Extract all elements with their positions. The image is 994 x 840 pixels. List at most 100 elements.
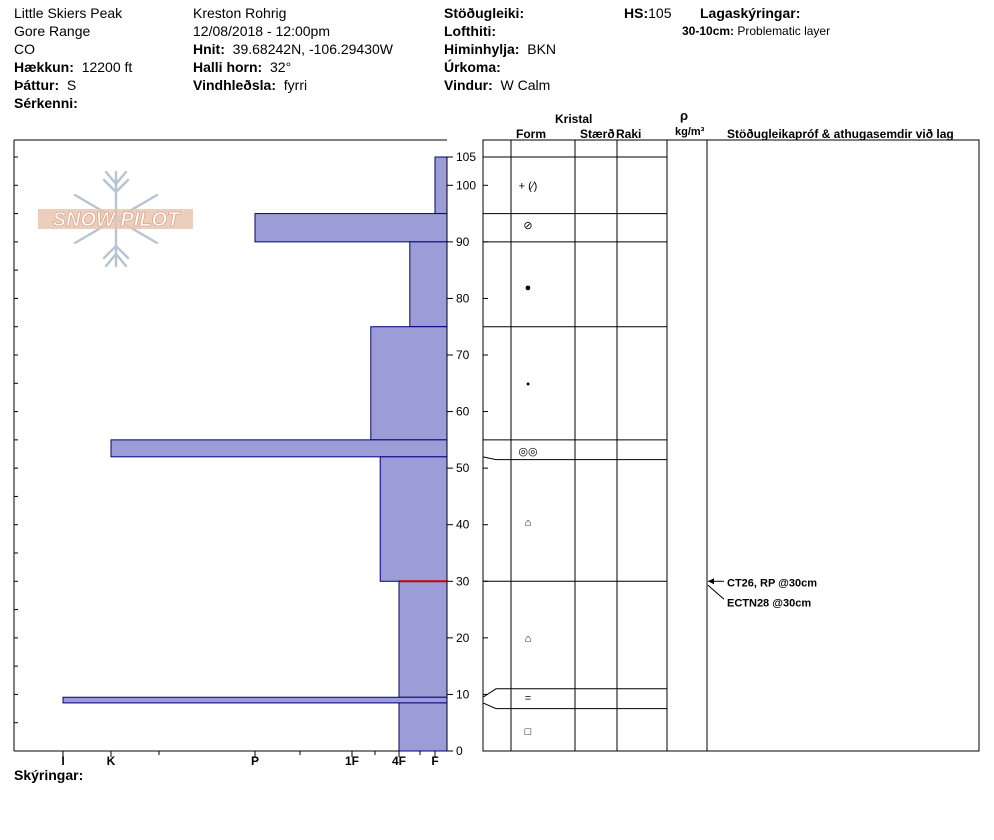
mountain-range: Gore Range	[14, 23, 91, 39]
crystal-form-symbol: ⌂	[525, 633, 532, 645]
hs-label: HS:	[624, 5, 649, 21]
crystal-forms: + (⁄) ⊘ ● • ◎◎ ⌂ ⌂ = □	[518, 180, 537, 738]
header-col1: Little Skiers Peak Gore Range CO Hækkun:…	[14, 4, 132, 112]
test-annotation: ECTN28 @30cm	[727, 597, 811, 609]
legend-text: Problematic layer	[737, 24, 831, 38]
footer-notes-label: Skýringar:	[14, 767, 84, 783]
table-frame	[482, 139, 980, 752]
depth-tick-label: 90	[456, 235, 470, 249]
elevation-label: Hækkun:	[14, 59, 74, 75]
col-header-rho: ρ	[680, 107, 688, 125]
wind-value: W Calm	[500, 77, 551, 93]
col-header-form: Form	[516, 125, 546, 143]
slope-row: Halli horn: 32°	[193, 58, 393, 76]
legend-entry: 30-10cm: Problematic layer	[682, 22, 830, 40]
legend-range: 30-10cm:	[682, 24, 735, 38]
crystal-form-symbol: ●	[525, 282, 532, 294]
hardness-bar-K	[110, 439, 448, 458]
depth-tick-label: 40	[456, 518, 470, 532]
hardness-bar-4F	[398, 702, 448, 752]
col-rho-text: ρ	[680, 108, 689, 123]
hardness-bar-4F	[398, 580, 448, 698]
hardness-bar-P	[254, 213, 448, 243]
crystal-form-symbol: •	[526, 378, 530, 390]
crystal-form-symbol: ⌂	[525, 517, 532, 529]
layer-connector	[482, 702, 511, 710]
col-header-kristal: Kristal	[555, 110, 592, 128]
col-raki-text: Raki	[616, 127, 642, 141]
hardness-bar-4F+	[409, 241, 448, 328]
col-header-staerd: Stærð	[580, 125, 616, 143]
col-form-text: Form	[516, 127, 546, 141]
elevation-value: 12200 ft	[81, 59, 133, 75]
state: CO	[14, 41, 35, 57]
stability-label: Stöðugleiki:	[444, 5, 525, 21]
footer-notes: Skýringar:	[14, 766, 83, 784]
layer-connector	[482, 456, 511, 461]
logo-banner	[38, 209, 193, 229]
depth-tick-label: 80	[456, 291, 470, 305]
col-staerd-text: Stærð	[580, 127, 615, 141]
precip-label: Úrkoma:	[444, 59, 501, 75]
location: Little Skiers Peak	[14, 5, 123, 21]
coords-label: Hnit:	[193, 41, 225, 57]
depth-tick-label: 30	[456, 574, 470, 588]
coords-value: 39.68242N, -106.29430W	[232, 41, 394, 57]
crystal-form-symbol: ⊘	[523, 220, 532, 232]
header-col3: Stöðugleiki: Lofthiti: Himinhylja: BKN Ú…	[444, 4, 556, 94]
test-annotation: CT26, RP @30cm	[727, 577, 817, 589]
hardness-tick-label: 4F	[392, 754, 406, 768]
crystal-form-symbol: ◎◎	[518, 446, 537, 458]
coords-row: Hnit: 39.68242N, -106.29430W	[193, 40, 393, 58]
hardness-tick-label: F	[431, 754, 438, 768]
hs-value: 105	[648, 5, 672, 21]
header-col2: Kreston Rohrig 12/08/2018 - 12:00pm Hnit…	[193, 4, 393, 94]
aspect-row: Þáttur: S	[14, 76, 132, 94]
stability-tests: CT26, RP @30cm ECTN28 @30cm	[707, 577, 817, 609]
test-pointer-2	[707, 584, 725, 600]
col-tests-text: Stöðugleikapróf & athugasemdir við lag	[727, 127, 954, 141]
hs-row: HS:105	[624, 4, 671, 22]
windload-row: Vindhleðsla: fyrri	[193, 76, 393, 94]
sky-label: Himinhylja:	[444, 41, 520, 57]
windload-value: fyrri	[283, 77, 308, 93]
slope-label: Halli horn:	[193, 59, 263, 75]
logo-text: SNOW PILOT	[53, 209, 181, 231]
hardness-tick-label: 1F	[345, 754, 359, 768]
aspect-value: S	[66, 77, 77, 93]
hardness-tick-label: K	[107, 754, 116, 768]
wind-label: Vindur:	[444, 77, 493, 93]
depth-tick-label: 60	[456, 405, 470, 419]
hardness-tick-label: P	[251, 754, 259, 768]
elevation-row: Hækkun: 12200 ft	[14, 58, 132, 76]
depth-tick-label: 20	[456, 631, 470, 645]
col-header-tests: Stöðugleikapróf & athugasemdir við lag	[727, 125, 954, 143]
depth-tick-label: 50	[456, 461, 470, 475]
depth-tick-label: 70	[456, 348, 470, 362]
hardness-tick-label: I	[61, 754, 64, 768]
depth-tick-label: 105	[456, 150, 476, 164]
precip-row: Úrkoma:	[444, 58, 556, 76]
crystal-form-symbol: + (⁄)	[519, 180, 538, 192]
crystal-form-symbol: □	[525, 726, 532, 738]
stability-row: Stöðugleiki:	[444, 4, 556, 22]
features-label: Sérkenni:	[14, 95, 78, 111]
airtemp-row: Lofthiti:	[444, 22, 556, 40]
features-row: Sérkenni:	[14, 94, 132, 112]
legend-title: Lagaskýringar:	[700, 4, 800, 22]
hardness-bars	[62, 156, 448, 752]
observer: Kreston Rohrig	[193, 5, 287, 21]
col-kristal-text: Kristal	[555, 112, 593, 126]
axes: 0 10 20 30 40 50 60 70 80 90 100 105 I K P 1F 4F F	[14, 150, 488, 768]
depth-tick-label: 0	[456, 744, 463, 758]
depth-tick-label: 10	[456, 687, 470, 701]
layer-connector	[482, 688, 511, 698]
aspect-label: Þáttur:	[14, 77, 60, 93]
hardness-bar-I	[62, 696, 448, 704]
crystal-form-symbol: =	[525, 692, 531, 704]
wind-row: Vindur: W Calm	[444, 76, 556, 94]
col-density-unit-text: kg/m³	[675, 126, 705, 138]
datetime: 12/08/2018 - 12:00pm	[193, 23, 330, 39]
slope-value: 32°	[270, 59, 292, 75]
